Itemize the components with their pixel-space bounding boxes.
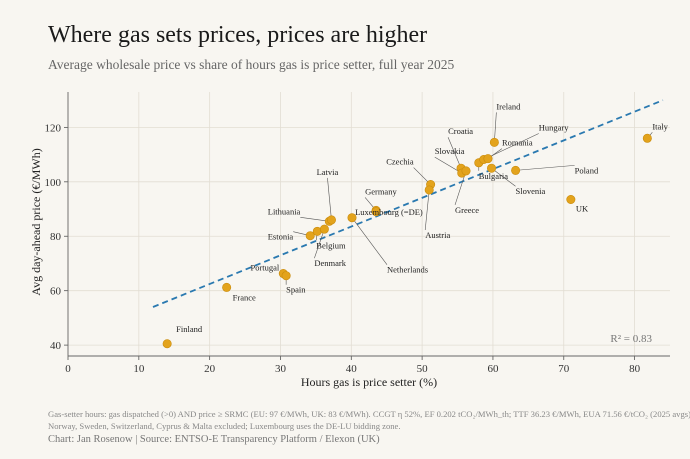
point-labels: Finland France Portugal Spain Estonia Belgium… xyxy=(176,101,669,333)
point-uk xyxy=(566,195,576,205)
chart-subtitle: Average wholesale price vs share of hour… xyxy=(48,57,455,72)
y-tick-label: 80 xyxy=(50,231,62,243)
label-slovenia: Slovenia xyxy=(516,186,546,196)
label-lithuania: Lithuania xyxy=(268,206,301,216)
point-greece xyxy=(461,166,471,176)
chart-credit: Chart: Jan Rosenow | Source: ENTSO-E Tra… xyxy=(48,434,380,445)
point-denmark xyxy=(319,224,329,234)
label-greece: Greece xyxy=(455,205,479,215)
leader-ireland xyxy=(494,112,497,143)
x-tick-label: 30 xyxy=(275,363,287,375)
y-tick-label: 100 xyxy=(45,177,62,189)
label-italy: Italy xyxy=(652,121,668,131)
x-tick-label: 70 xyxy=(558,363,570,375)
point-estonia xyxy=(305,231,315,241)
x-axis-title: Hours gas is price setter (%) xyxy=(301,375,437,389)
x-tick-label: 80 xyxy=(629,363,641,375)
label-croatia: Croatia xyxy=(448,126,473,136)
grid-lines xyxy=(67,92,670,356)
r-squared-label: R² = 0.83 xyxy=(610,333,652,345)
point-ireland xyxy=(489,137,499,147)
data-points xyxy=(162,133,652,349)
footnote-method: Gas-setter hours: gas dispatched (>0) AN… xyxy=(48,409,690,419)
trendline-segment xyxy=(152,99,664,308)
point-slovenia xyxy=(487,163,497,173)
leader-poland xyxy=(515,165,575,171)
label-estonia: Estonia xyxy=(268,232,294,242)
label-finland: Finland xyxy=(176,324,203,334)
footnote-exclusions: Norway, Sweden, Switzerland, Cyprus & Ma… xyxy=(48,421,401,431)
leader-netherlands xyxy=(351,217,388,265)
point-latvia xyxy=(326,215,336,225)
label-latvia: Latvia xyxy=(317,167,339,177)
label-czechia: Czechia xyxy=(386,157,414,167)
x-tick-label: 0 xyxy=(65,363,71,375)
trendline xyxy=(152,99,664,308)
point-poland xyxy=(511,165,521,175)
label-luxembourg-de: Luxembourg (=DE) xyxy=(355,207,423,217)
chart-title: Where gas sets prices, prices are higher xyxy=(48,22,428,48)
point-romania xyxy=(483,154,493,164)
point-austria xyxy=(424,185,434,195)
label-ireland: Ireland xyxy=(496,101,521,111)
axes: 0 10 20 30 40 50 60 70 80 40 60 80 100 120 xyxy=(45,92,670,375)
label-hungary: Hungary xyxy=(539,122,569,132)
y-tick-label: 60 xyxy=(50,286,62,298)
label-portugal: Portugal xyxy=(250,263,279,273)
label-denmark: Denmark xyxy=(314,258,346,268)
x-tick-label: 50 xyxy=(417,363,429,375)
leader-slovenia xyxy=(491,167,516,187)
label-spain: Spain xyxy=(286,285,306,295)
point-italy xyxy=(642,133,652,143)
x-tick-label: 10 xyxy=(133,363,145,375)
y-tick-label: 40 xyxy=(50,340,62,352)
label-uk: UK xyxy=(576,204,589,214)
label-romania: Romania xyxy=(502,138,533,148)
point-finland xyxy=(162,339,172,349)
point-netherlands xyxy=(347,213,357,223)
leader-denmark xyxy=(314,229,325,259)
leader-austria xyxy=(424,189,430,231)
x-tick-label: 60 xyxy=(487,363,499,375)
leader-latvia xyxy=(327,177,332,220)
label-austria: Austria xyxy=(425,230,450,240)
x-tick-label: 20 xyxy=(204,363,216,375)
label-france: France xyxy=(233,292,256,302)
x-tick-label: 40 xyxy=(346,363,358,375)
label-netherlands: Netherlands xyxy=(387,265,428,275)
point-spain xyxy=(281,271,291,281)
label-bulgaria: Bulgaria xyxy=(479,171,508,181)
label-poland: Poland xyxy=(575,165,599,175)
y-axis-title: Avg day-ahead price (€/MWh) xyxy=(29,148,43,295)
y-tick-label: 120 xyxy=(45,122,62,134)
point-luxembourg-de xyxy=(371,207,381,217)
leader-lithuania xyxy=(300,216,330,222)
label-germany: Germany xyxy=(365,186,397,196)
point-france xyxy=(222,282,232,292)
leader-croatia xyxy=(447,137,462,169)
label-belgium: Belgium xyxy=(316,240,346,250)
label-slovakia: Slovakia xyxy=(435,146,465,156)
